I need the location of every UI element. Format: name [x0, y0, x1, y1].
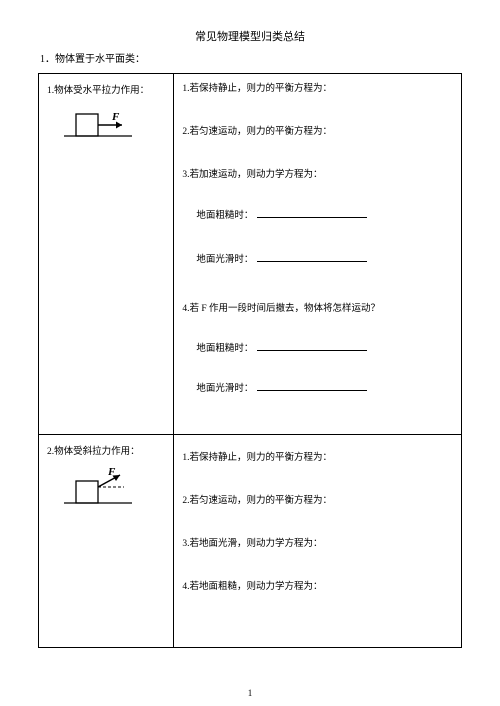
r1-q4-smooth: 地面光滑时：: [196, 381, 453, 397]
force-label: F: [107, 466, 116, 478]
blank-line: [257, 208, 367, 218]
r1-q3-smooth: 地面光滑时：: [196, 252, 453, 268]
r2-q3: 3.若地面光滑，则动力学方程为：: [182, 537, 453, 552]
r2-q4: 4.若地面粗糙，则动力学方程为：: [182, 580, 453, 595]
cell-left-2: 2.物体受斜拉力作用： F: [39, 434, 174, 648]
r2-q2: 2.若匀速运动，则力的平衡方程为：: [182, 494, 453, 509]
cell-left-1: 1.物体受水平拉力作用： F: [39, 74, 174, 435]
r1-q4: 4.若 F 作用一段时间后撤去，物体将怎样运动？: [182, 302, 453, 317]
table-row: 1.物体受水平拉力作用： F 1.若保持静止，则力的平衡方程为： 2.若匀速运动…: [39, 74, 462, 435]
force-diagram-horizontal-icon: F: [62, 104, 150, 144]
row2-header: 2.物体受斜拉力作用：: [47, 443, 165, 457]
r1-q3-rough: 地面粗糙时：: [196, 208, 453, 224]
force-label: F: [111, 111, 120, 123]
cell-right-1: 1.若保持静止，则力的平衡方程为： 2.若匀速运动，则力的平衡方程为： 3.若加…: [174, 74, 462, 435]
blank-line: [257, 252, 367, 262]
row1-header: 1.物体受水平拉力作用：: [47, 82, 165, 96]
document-title: 常见物理模型归类总结: [38, 28, 462, 44]
diagram-horizontal-force: F: [47, 104, 165, 144]
physics-table: 1.物体受水平拉力作用： F 1.若保持静止，则力的平衡方程为： 2.若匀速运动…: [38, 73, 462, 648]
r1-q3: 3.若加速运动，则动力学方程为：: [182, 168, 453, 183]
r1-q4-rough: 地面粗糙时：: [196, 341, 453, 357]
r1-q2: 2.若匀速运动，则力的平衡方程为：: [182, 125, 453, 140]
r2-q1: 1.若保持静止，则力的平衡方程为：: [182, 451, 453, 466]
diagram-angled-force: F: [47, 465, 165, 511]
cell-right-2: 1.若保持静止，则力的平衡方程为： 2.若匀速运动，则力的平衡方程为： 3.若地…: [174, 434, 462, 648]
page-number: 1: [248, 688, 253, 698]
r1-q1: 1.若保持静止，则力的平衡方程为：: [182, 82, 453, 97]
section-heading: 1．物体置于水平面类：: [40, 50, 462, 65]
blank-line: [257, 381, 367, 391]
table-row: 2.物体受斜拉力作用： F 1.若保持静止，则力的: [39, 434, 462, 648]
blank-line: [257, 341, 367, 351]
force-diagram-angled-icon: F: [62, 465, 150, 511]
